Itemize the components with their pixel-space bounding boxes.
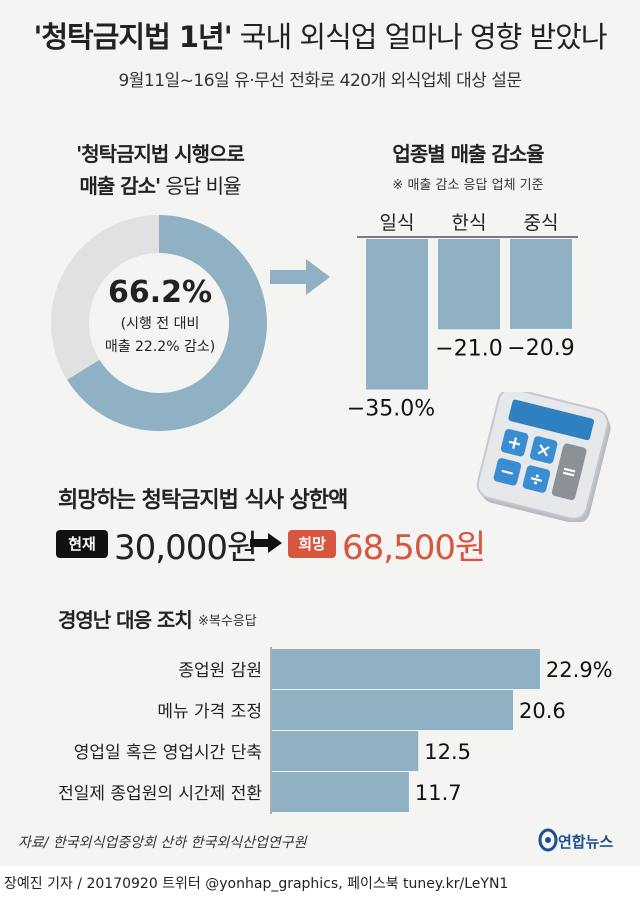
hbar-category-1: 메뉴 가격 조정: [157, 702, 262, 722]
measures-bar-chart: 종업원 감원 22.9% 메뉴 가격 조정 20.6 영업일 혹은 영업시간 단축 12.…: [58, 647, 613, 814]
page-title: '청탁금지법 1년' 국내 외식업 얼마나 영향 받았나: [0, 14, 640, 56]
donut-title-bold: 매출 감소': [79, 174, 161, 198]
sales-decline-bar-chart: 일식 −35.0% 한식 −21.0 중식 −20.9: [347, 212, 578, 422]
calc-key-plus: +: [505, 431, 525, 455]
measures-note: ※복수응답: [198, 614, 257, 629]
donut-slice-1: [51, 215, 159, 380]
bar-value-label-0: −35.0%: [347, 397, 435, 422]
page-subtitle: 9월11일~16일 유·무선 전화로 420개 외식업체 대상 설문: [118, 71, 522, 91]
bar-1: [438, 239, 500, 330]
hbar-category-2: 영업일 혹은 영업시간 단축: [74, 743, 262, 763]
donut-title-rest: 응답 비율: [160, 174, 242, 198]
title-rest: 국내 외식업 얼마나 영향 받았나: [231, 20, 608, 54]
bar-category-0: 일식: [380, 212, 415, 234]
donut-slice-0: [67, 215, 268, 431]
infographic-card: '청탁금지법 1년' 국내 외식업 얼마나 영향 받았나 9월11일~16일 유…: [0, 0, 640, 866]
donut-chart: [51, 215, 268, 431]
hbar-value-label-2: 12.5: [424, 740, 471, 764]
hbar-2: [272, 731, 419, 771]
donut-percent-label: 66.2%: [107, 275, 213, 310]
hbar-value-label-1: 20.6: [519, 699, 566, 723]
donut-title-line1: '청탁금지법 시행으로: [76, 142, 245, 166]
hbar-category-0: 종업원 감원: [178, 661, 262, 681]
hbar-0: [272, 649, 540, 689]
calc-key-divide: ÷: [526, 468, 546, 492]
bars-note: ※ 매출 감소 응답 업체 기준: [392, 178, 544, 193]
calc-key-equals: =: [559, 460, 579, 484]
title-main: '청탁금지법 1년': [33, 20, 232, 54]
calc-key-multiply: ×: [534, 438, 554, 462]
donut-note-line2: 매출 22.2% 감소): [104, 339, 216, 355]
hbar-value-label-0: 22.9%: [546, 658, 613, 682]
donut-note-line1: (시행 전 대비: [120, 316, 200, 332]
hbar-category-3: 전일제 종업원의 시간제 전환: [58, 784, 262, 804]
hope-badge: 희망: [288, 530, 336, 558]
bar-category-1: 한식: [452, 212, 487, 234]
price-arrow-icon: [250, 533, 282, 553]
bars-title: 업종별 매출 감소율: [392, 142, 544, 166]
wish-title: 희망하는 청탁금지법 식사 상한액: [58, 488, 348, 513]
measures-title: 경영난 대응 조치: [58, 608, 193, 632]
hope-price: 68,500원: [342, 528, 486, 568]
bar-2: [510, 239, 572, 329]
right-arrow-icon: [270, 259, 330, 295]
current-price: 30,000원: [114, 528, 258, 568]
hbar-value-label-3: 11.7: [415, 781, 462, 805]
bar-value-label-2: −20.9: [507, 336, 574, 361]
credit-line: 장예진 기자 / 20170920 트위터 @yonhap_graphics, …: [4, 876, 509, 892]
hbar-1: [272, 690, 514, 730]
yonhap-logo-icon: [538, 828, 558, 852]
hbar-3: [272, 772, 409, 812]
bar-category-2: 중식: [524, 212, 559, 234]
source-note: 자료/ 한국외식업중앙회 산하 한국외식산업연구원: [18, 835, 307, 851]
donut-title-line2: 매출 감소' 응답 비율: [40, 170, 280, 199]
calc-key-minus: −: [497, 460, 517, 484]
bar-0: [366, 239, 428, 390]
yonhap-logo-text: 연합뉴스: [558, 833, 614, 851]
bar-value-label-1: −21.0: [435, 336, 502, 361]
calculator-icon: + × − ÷ =: [476, 392, 611, 522]
current-badge: 현재: [56, 530, 108, 558]
